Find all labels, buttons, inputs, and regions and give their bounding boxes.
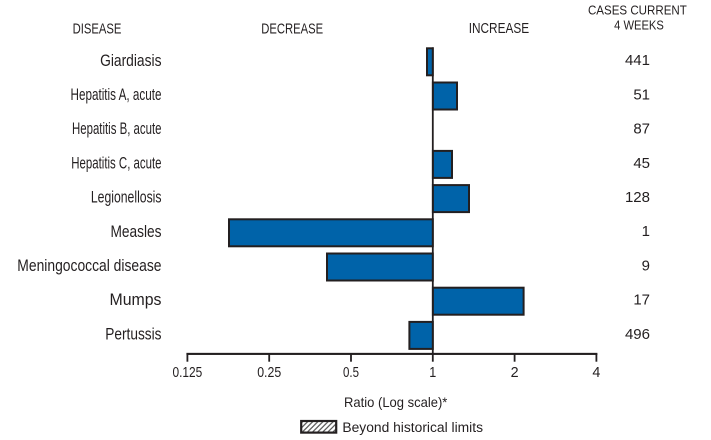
svg-text:Hepatitis A, acute: Hepatitis A, acute <box>71 86 162 104</box>
svg-text:Legionellosis: Legionellosis <box>91 189 162 207</box>
svg-text:0.125: 0.125 <box>173 365 203 381</box>
svg-text:0.5: 0.5 <box>343 365 359 381</box>
svg-text:Giardiasis: Giardiasis <box>100 52 161 70</box>
svg-text:DISEASE: DISEASE <box>73 21 122 37</box>
svg-text:Measles: Measles <box>111 223 162 241</box>
svg-text:Hepatitis B, acute: Hepatitis B, acute <box>72 120 162 138</box>
svg-text:1: 1 <box>429 365 436 381</box>
svg-text:128: 128 <box>625 189 650 206</box>
svg-text:2: 2 <box>511 365 519 381</box>
svg-text:441: 441 <box>625 52 650 69</box>
svg-text:DECREASE: DECREASE <box>261 21 323 37</box>
svg-text:17: 17 <box>633 292 650 309</box>
svg-text:Beyond historical limits: Beyond historical limits <box>342 420 483 436</box>
svg-text:496: 496 <box>625 326 650 343</box>
svg-text:0.25: 0.25 <box>257 365 281 381</box>
svg-text:87: 87 <box>633 121 650 138</box>
svg-text:INCREASE: INCREASE <box>469 21 530 37</box>
svg-text:Mumps: Mumps <box>110 291 162 309</box>
svg-text:1: 1 <box>642 223 650 240</box>
svg-text:Meningococcal disease: Meningococcal disease <box>17 257 161 275</box>
svg-text:4 WEEKS: 4 WEEKS <box>614 18 664 33</box>
svg-text:Hepatitis C, acute: Hepatitis C, acute <box>71 154 161 172</box>
svg-text:45: 45 <box>633 155 650 172</box>
svg-text:Ratio (Log scale)*: Ratio (Log scale)* <box>344 394 448 410</box>
svg-text:9: 9 <box>642 257 650 274</box>
svg-text:51: 51 <box>633 86 650 103</box>
svg-text:CASES CURRENT: CASES CURRENT <box>588 2 687 17</box>
svg-text:Pertussis: Pertussis <box>105 325 161 343</box>
svg-text:4: 4 <box>592 365 600 381</box>
